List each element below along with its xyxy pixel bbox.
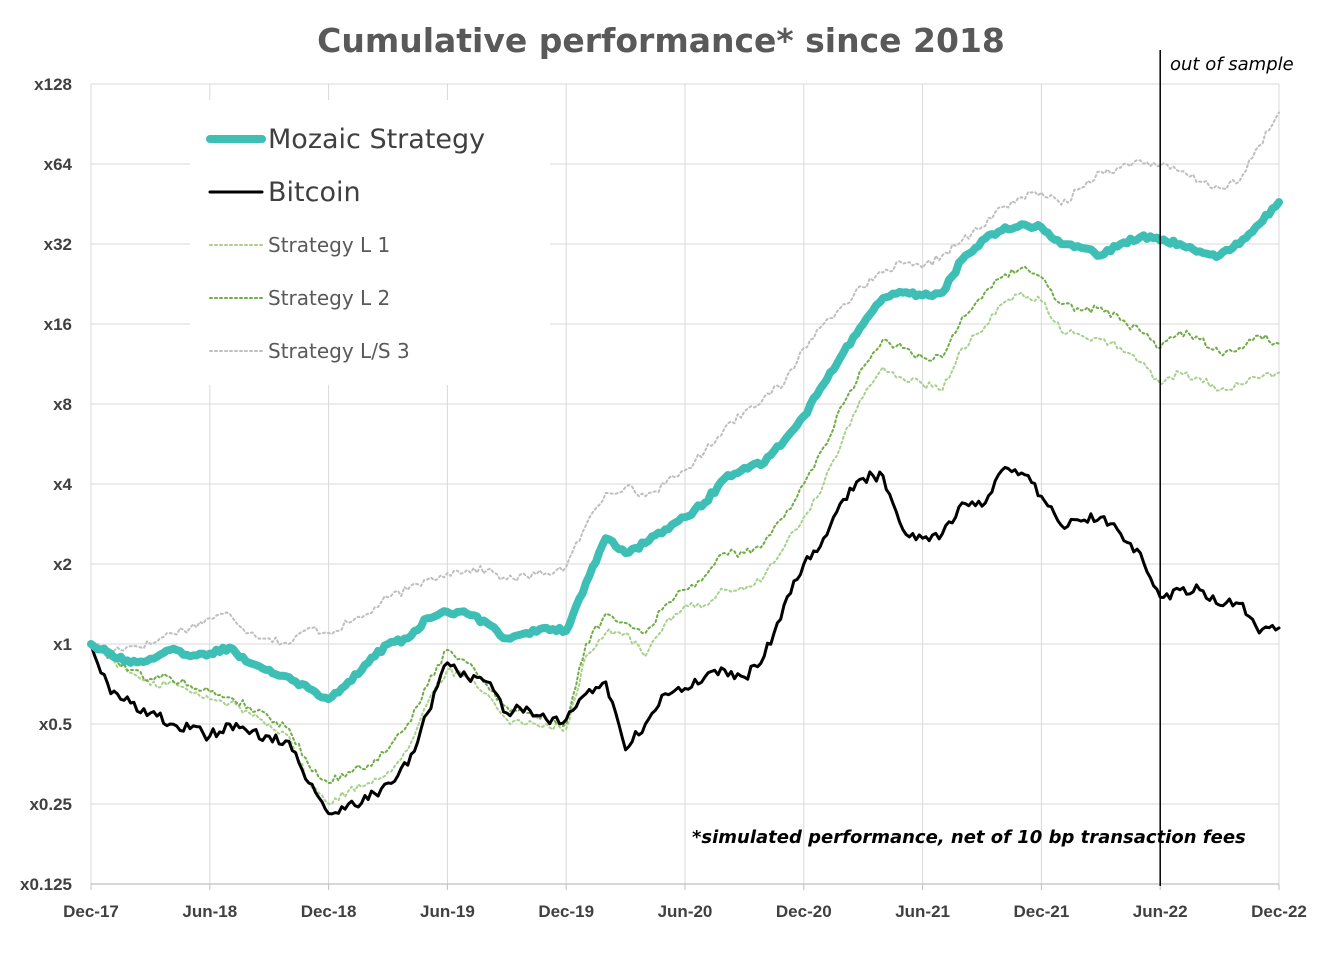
footnote: *simulated performance, net of 10 bp tra… (692, 827, 1246, 848)
x-tick-label: Dec-19 (538, 902, 594, 921)
legend: Mozaic Strategy Bitcoin Strategy L 1 Strate… (190, 100, 550, 385)
y-tick-label: x64 (44, 155, 73, 174)
series-line-strategy-l-1 (90, 291, 1280, 806)
y-tick-label: x16 (44, 315, 72, 334)
chart-title: Cumulative performance* since 2018 (317, 21, 1005, 60)
series-line-mozaic-strategy (87, 198, 1283, 704)
out-of-sample-label: out of sample (1170, 54, 1294, 75)
x-tick-label: Jun-18 (182, 902, 237, 921)
x-tick-label: Jun-19 (420, 902, 475, 921)
x-tick-label: Dec-21 (1014, 902, 1070, 921)
legend-label: Strategy L 2 (268, 286, 390, 310)
y-tick-label: x0.5 (39, 715, 72, 734)
y-tick-label: x8 (53, 395, 72, 414)
series-line-bitcoin (89, 465, 1281, 816)
series-line-strategy-l-s-3 (90, 111, 1280, 652)
axis-layer: x0.125 x0.25 x0.5 x1 x2 x4 x8 x16 x32 x64 x128 Dec-… (20, 75, 1307, 921)
series-layer (87, 111, 1283, 816)
y-tick-label: x0.125 (20, 875, 72, 894)
x-tick-label: Dec-20 (776, 902, 832, 921)
y-tick-label: x2 (53, 555, 72, 574)
x-tick-label: Dec-22 (1251, 902, 1307, 921)
y-tick-label: x0.25 (29, 795, 72, 814)
x-tick-label: Jun-21 (895, 902, 950, 921)
legend-label: Strategy L 1 (268, 233, 390, 257)
x-tick-label: Jun-22 (1133, 902, 1188, 921)
series-line-strategy-l-2 (90, 265, 1280, 784)
x-tick-label: Dec-17 (63, 902, 119, 921)
y-tick-label: x32 (44, 235, 72, 254)
legend-label: Mozaic Strategy (268, 124, 485, 155)
x-tick-label: Jun-20 (658, 902, 713, 921)
legend-label: Bitcoin (268, 177, 361, 208)
legend-background (190, 100, 550, 385)
x-tick-label: Dec-18 (301, 902, 357, 921)
y-tick-label: x1 (53, 635, 72, 654)
y-tick-label: x4 (53, 475, 72, 494)
y-tick-label: x128 (34, 75, 72, 94)
legend-label: Strategy L/S 3 (268, 339, 410, 363)
